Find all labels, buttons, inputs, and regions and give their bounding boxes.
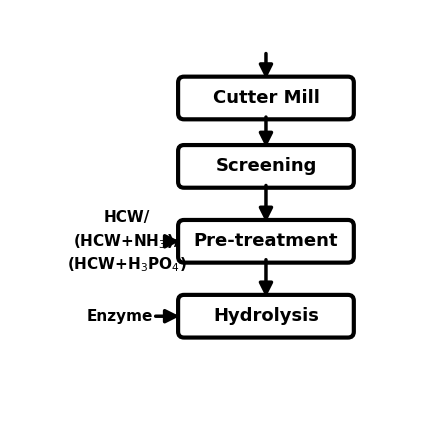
Text: HCW/: HCW/ (104, 210, 150, 225)
Text: Pre-treatment: Pre-treatment (194, 232, 338, 250)
Text: (HCW+H$_3$PO$_4$): (HCW+H$_3$PO$_4$) (67, 255, 187, 274)
FancyBboxPatch shape (178, 145, 354, 188)
FancyBboxPatch shape (178, 220, 354, 263)
Text: Screening: Screening (215, 157, 317, 176)
FancyBboxPatch shape (178, 77, 354, 119)
Text: Cutter Mill: Cutter Mill (212, 89, 319, 107)
FancyBboxPatch shape (178, 295, 354, 338)
Text: Hydrolysis: Hydrolysis (213, 307, 319, 325)
Text: Enzyme: Enzyme (87, 309, 153, 324)
Text: (HCW+NH$_3$)/: (HCW+NH$_3$)/ (73, 232, 181, 251)
